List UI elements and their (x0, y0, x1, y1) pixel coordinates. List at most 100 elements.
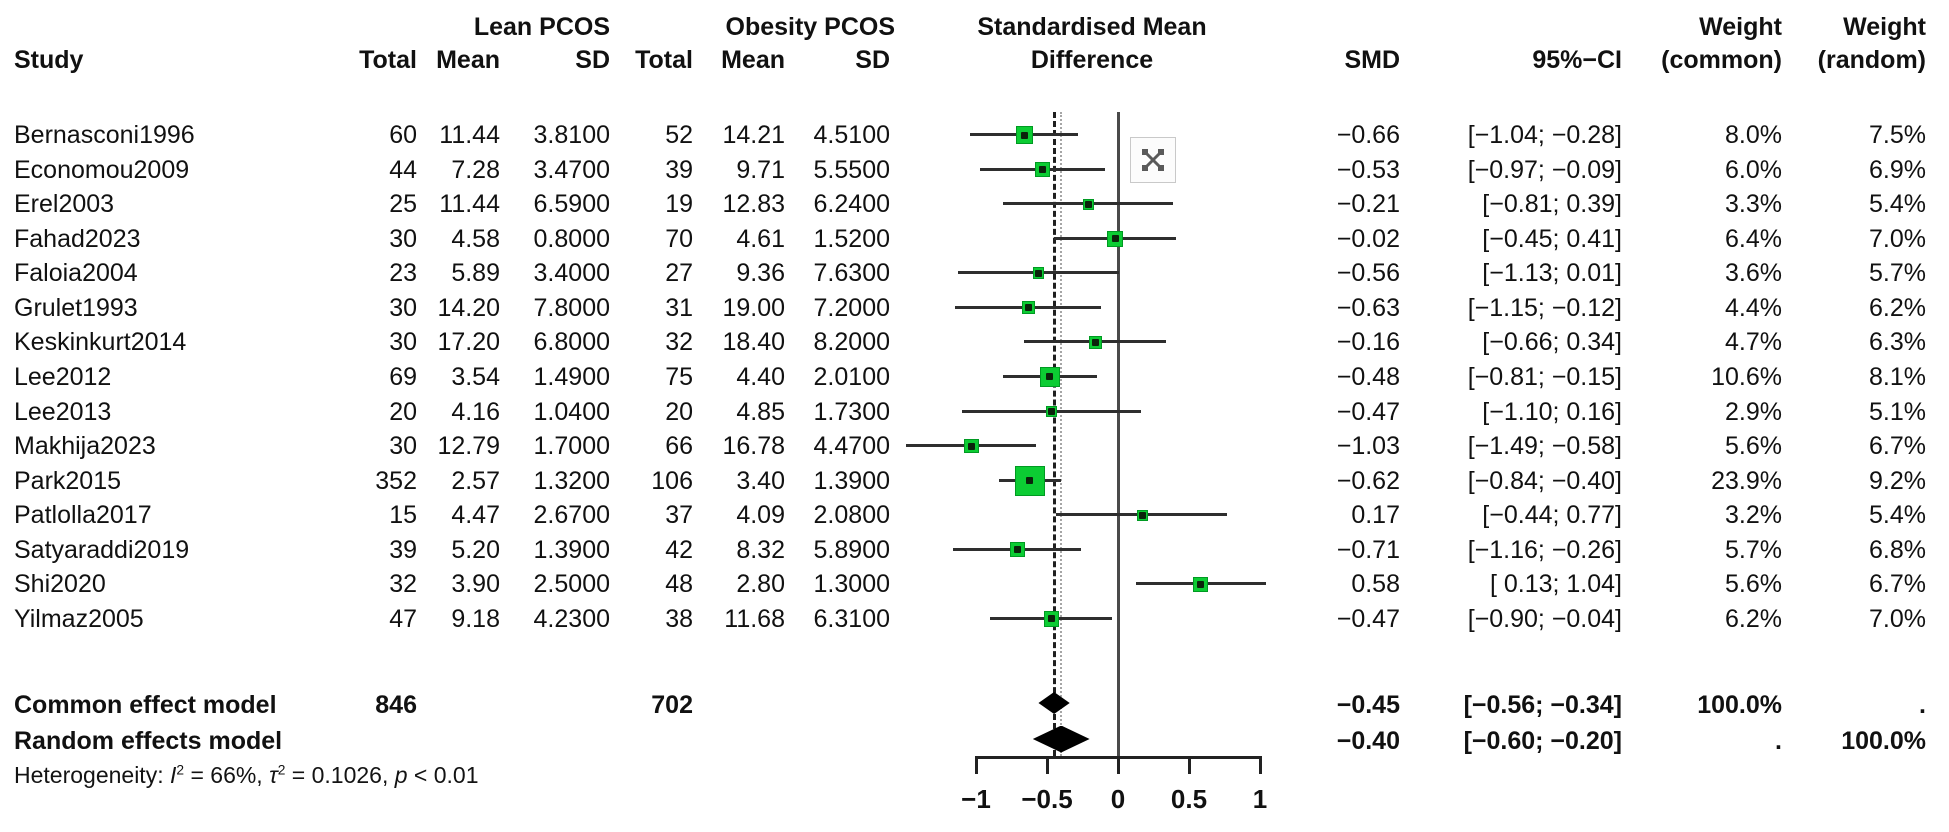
common-effect-dashed-line (1052, 112, 1056, 756)
effect-point (1025, 304, 1033, 312)
obesity-total-value: 66 (665, 432, 693, 461)
weight-random-value: 8.1% (1869, 362, 1926, 391)
het-i-symbol: I (169, 762, 177, 788)
ci-value: [−1.49; −0.58] (1467, 432, 1622, 461)
weight-common-value: 3.3% (1725, 190, 1782, 219)
study-row: Grulet1993 30 14.20 7.8000 31 19.00 7.2000 −0.6… (0, 293, 1949, 323)
het-p-symbol: p (394, 762, 408, 788)
x-axis-tick-label: 1 (1252, 784, 1268, 814)
x-axis-tick (1116, 756, 1120, 774)
obesity-total-sum: 702 (651, 691, 693, 719)
obesity-sd-value: 1.3000 (813, 570, 890, 599)
lean-mean-value: 4.16 (451, 397, 500, 426)
effect-point (1020, 131, 1028, 139)
obesity-sd-value: 6.3100 (813, 604, 890, 633)
study-name: Keskinkurt2014 (14, 328, 187, 357)
common-effect-row: Common effect model 846 702 −0.45 [−0.56; −0… (0, 690, 1949, 720)
weight-random-value: 6.7% (1869, 432, 1926, 461)
ci-value: [−0.90; −0.04] (1467, 604, 1622, 633)
weight-common-value: 23.9% (1711, 466, 1782, 495)
obesity-mean-value: 18.40 (722, 328, 785, 357)
study-row: Erel2003 25 11.44 6.5900 19 12.83 6.2400 −0.21 [… (0, 189, 1949, 219)
smd-value: −0.63 (1336, 293, 1400, 322)
obesity-total-value: 106 (651, 466, 693, 495)
model-name: Common effect model (14, 691, 277, 719)
obesity-total-value: 52 (665, 121, 693, 149)
effect-point (1039, 166, 1047, 174)
smd-value: −0.16 (1336, 328, 1400, 357)
weight-random-value: 7.0% (1869, 224, 1926, 253)
weight-common-value: 6.2% (1725, 604, 1782, 633)
broken-image-icon (1130, 137, 1176, 183)
effect-point (1013, 546, 1021, 554)
weight-common-value: 6.4% (1725, 224, 1782, 253)
x-axis-tick-label: 0 (1110, 784, 1126, 814)
weight-random-value: 5.4% (1869, 190, 1926, 219)
smd-value: −0.71 (1336, 535, 1400, 564)
lean-total-value: 30 (389, 432, 417, 461)
weight-common-value: 4.4% (1725, 293, 1782, 322)
weight-common-value: 10.6% (1711, 362, 1782, 391)
lean-total-value: 23 (389, 259, 417, 288)
obesity-mean-value: 16.78 (722, 432, 785, 461)
smd-value: 0.17 (1351, 501, 1400, 530)
obesity-mean-value: 11.68 (724, 604, 785, 633)
weight-random-sub-header: (random) (1817, 46, 1926, 74)
lean-total-value: 30 (389, 293, 417, 322)
heterogeneity-note: Heterogeneity: I2 = 66%, τ2 = 0.1026, p … (14, 762, 479, 789)
obesity-sd-value: 6.2400 (813, 190, 890, 219)
obesity-total-value: 32 (665, 328, 693, 357)
smd-column-header: SMD (1344, 46, 1400, 74)
ci-value: [−0.45; 0.41] (1482, 224, 1622, 253)
study-row: Fahad2023 30 4.58 0.8000 70 4.61 1.5200 −0.02 [−… (0, 224, 1949, 254)
weight-common-value: 3.6% (1725, 259, 1782, 288)
obesity-total-value: 27 (665, 259, 693, 288)
study-name: Lee2012 (14, 362, 112, 391)
weight-random-value: 6.3% (1869, 328, 1926, 357)
study-row: Keskinkurt2014 30 17.20 6.8000 32 18.40 8.2000… (0, 327, 1949, 357)
ci-value: [−0.81; −0.15] (1467, 362, 1622, 391)
effect-point (1034, 269, 1042, 277)
obesity-total-value: 31 (665, 293, 693, 322)
weight-random-value: 7.0% (1869, 604, 1926, 633)
x-axis-tick (1258, 756, 1262, 774)
obesity-total-value: 39 (665, 155, 693, 184)
effect-point (1111, 235, 1119, 243)
study-row: Makhija2023 30 12.79 1.7000 66 16.78 4.4700 −1.… (0, 431, 1949, 461)
study-row: Economou2009 44 7.28 3.4700 39 9.71 5.5500 −0.5… (0, 155, 1949, 185)
x-axis-tick (974, 756, 978, 774)
lean-sd-value: 1.4900 (533, 362, 610, 391)
obesity-sd-value: 2.0800 (813, 501, 890, 530)
study-name: Satyaraddi2019 (14, 535, 190, 564)
study-name: Shi2020 (14, 570, 106, 599)
het-p-value: < 0.01 (407, 762, 479, 788)
model-ci-value: [−0.60; −0.20] (1463, 727, 1622, 755)
obesity-sd-value: 5.8900 (813, 535, 890, 564)
x-axis-tick-label: −1 (961, 784, 991, 814)
lean-sd-value: 2.5000 (533, 570, 610, 599)
obesity-sd-value: 7.2000 (813, 293, 890, 322)
lean-sd-value: 4.2300 (533, 604, 610, 633)
lean-sd-value: 1.0400 (533, 397, 610, 426)
obesity-mean-value: 8.32 (736, 535, 785, 564)
smd-value: −0.48 (1336, 362, 1400, 391)
lean-mean-value: 4.47 (451, 501, 500, 530)
smd-value: −0.47 (1336, 397, 1400, 426)
study-name: Fahad2023 (14, 224, 141, 253)
study-column-header: Study (14, 46, 84, 74)
obesity-mean-value: 4.09 (736, 501, 785, 530)
weight-common-value: 5.7% (1725, 535, 1782, 564)
lean-sd-value: 3.4700 (533, 155, 610, 184)
lean-total-value: 15 (389, 501, 417, 530)
obesity-total-value: 42 (665, 535, 693, 564)
effect-point (1084, 200, 1092, 208)
obesity-mean-value: 4.61 (736, 224, 785, 253)
lean-total-value: 39 (389, 535, 417, 564)
model-weight-common: 100.0% (1697, 691, 1782, 719)
lean-mean-value: 5.89 (451, 259, 500, 288)
obesity-total-value: 38 (665, 604, 693, 633)
effect-point (1196, 580, 1204, 588)
obesity-total-value: 70 (665, 224, 693, 253)
smd-title-line2: Difference (1030, 46, 1154, 74)
study-name: Lee2013 (14, 397, 112, 426)
